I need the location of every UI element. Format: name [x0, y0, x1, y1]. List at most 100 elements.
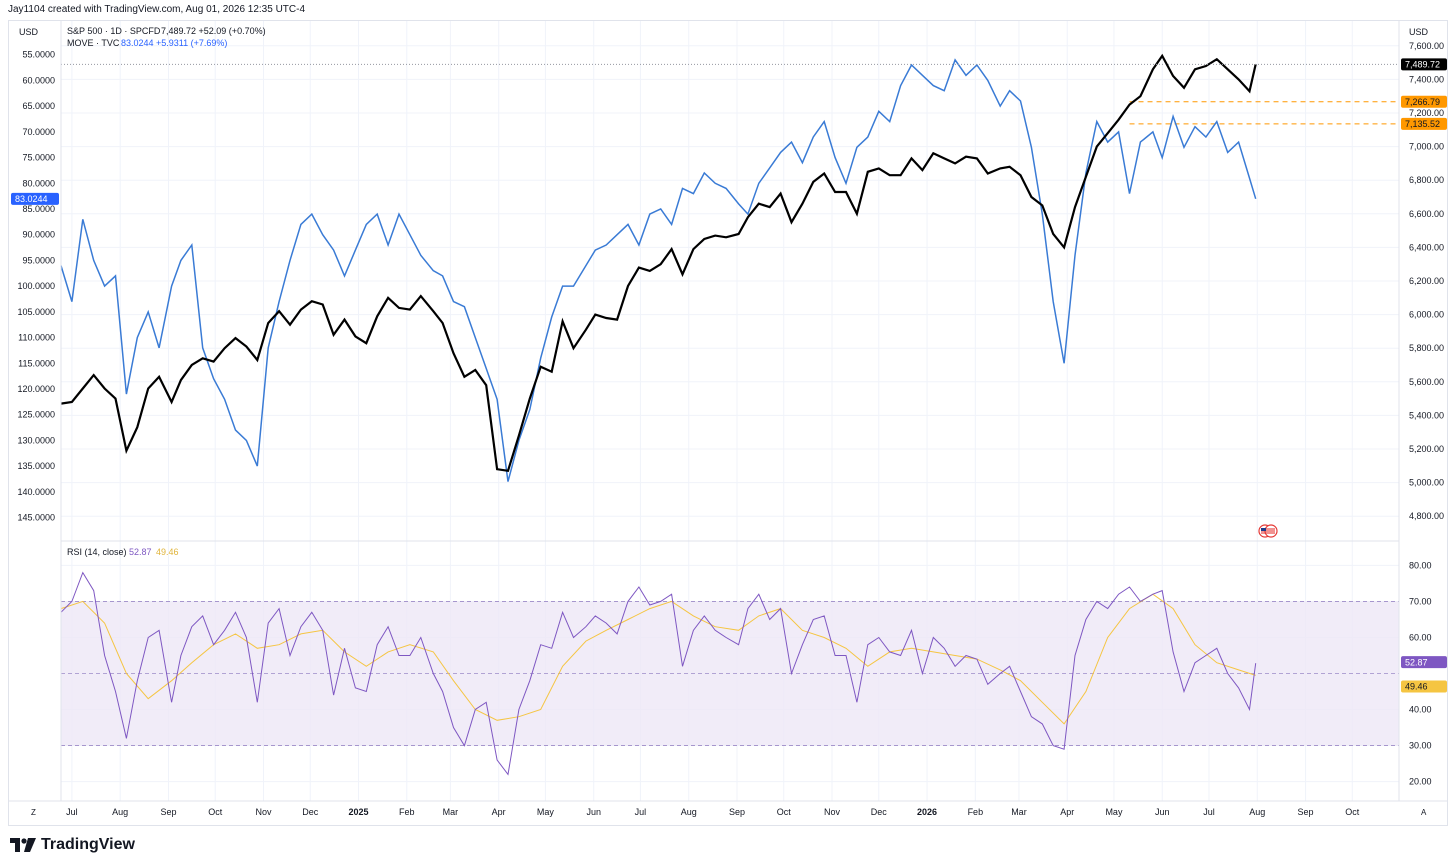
time-tick-label: 2025 [348, 807, 368, 817]
time-tick-label: May [1105, 807, 1123, 817]
right-axis-ticks: 7,600.00 7,400.00 7,200.00 7,000.00 6,800.00… [1409, 41, 1444, 521]
currency-label-right[interactable]: USD [1409, 27, 1429, 37]
left-tick-label: 75.0000 [22, 153, 55, 163]
right-tick-label: 6,600.00 [1409, 209, 1444, 219]
auto-scale-button[interactable]: A [1421, 808, 1427, 817]
time-tick-label: Jun [586, 807, 601, 817]
legend-rsi-name[interactable]: RSI (14, close) [67, 547, 127, 557]
last-price-badge: 7,489.72 [1401, 58, 1447, 71]
time-tick-label: Sep [729, 807, 745, 817]
right-tick-label: 6,800.00 [1409, 175, 1444, 185]
right-tick-label: 7,000.00 [1409, 142, 1444, 152]
rsi-tick-label: 30.00 [1409, 741, 1432, 751]
left-tick-label: 130.0000 [17, 435, 55, 445]
right-tick-label: 4,800.00 [1409, 511, 1444, 521]
rsi-line[interactable] [60, 571, 1257, 776]
level-1-badge: 7,266.79 [1401, 95, 1447, 108]
timezone-button[interactable]: Z [31, 808, 36, 817]
left-tick-label: 70.0000 [22, 127, 55, 137]
right-tick-label: 6,400.00 [1409, 242, 1444, 252]
rsi-tick-label: 60.00 [1409, 632, 1432, 642]
time-tick-label: Jun [1155, 807, 1170, 817]
svg-text:52.87: 52.87 [1405, 657, 1428, 667]
time-tick-label: Feb [968, 807, 984, 817]
rsi-ma-badge: 49.46 [1401, 680, 1447, 693]
legend[interactable]: S&P 500 · 1D · SPCFD 7,489.72 +52.09 (+0… [67, 26, 266, 557]
right-tick-label: 5,400.00 [1409, 410, 1444, 420]
time-tick-label: Sep [1298, 807, 1314, 817]
right-tick-label: 5,800.00 [1409, 343, 1444, 353]
time-tick-label: Nov [255, 807, 272, 817]
currency-label-left[interactable]: USD [19, 27, 39, 37]
rsi-tick-label: 20.00 [1409, 777, 1432, 787]
rsi-value-badge: 52.87 [1401, 656, 1447, 669]
move-last-badge: 83.0244 [11, 192, 59, 205]
time-tick-label: Mar [1011, 807, 1027, 817]
left-tick-label: 60.0000 [22, 75, 55, 85]
time-tick-label: Oct [1345, 807, 1360, 817]
left-tick-label: 135.0000 [17, 461, 55, 471]
svg-text:83.0244: 83.0244 [15, 194, 48, 204]
left-tick-label: 110.0000 [18, 333, 55, 343]
tradingview-brand: TradingView [41, 836, 135, 853]
right-tick-label: 7,600.00 [1409, 41, 1444, 51]
time-tick-label: 2026 [917, 807, 937, 817]
spx-series-line[interactable] [60, 53, 1257, 473]
time-tick-label: Jul [1203, 807, 1215, 817]
time-tick-label: Jul [66, 807, 78, 817]
tradingview-logo-icon [10, 838, 36, 852]
left-tick-label: 105.0000 [17, 307, 55, 317]
rsi-tick-label: 40.00 [1409, 705, 1432, 715]
left-tick-label: 55.0000 [22, 50, 55, 60]
economic-events-icon[interactable] [1258, 524, 1278, 538]
rsi-tick-label: 70.00 [1409, 596, 1432, 606]
level-2-badge: 7,135.52 [1401, 117, 1447, 130]
legend-rsi-value: 52.87 [129, 547, 152, 557]
left-tick-label: 140.0000 [17, 487, 55, 497]
right-tick-label: 5,200.00 [1409, 444, 1444, 454]
left-tick-label: 95.0000 [22, 255, 55, 265]
move-series-line[interactable] [60, 58, 1257, 482]
time-tick-label: Oct [777, 807, 792, 817]
right-tick-label: 5,600.00 [1409, 377, 1444, 387]
rsi-ma-line[interactable] [60, 593, 1256, 725]
left-tick-label: 125.0000 [17, 410, 55, 420]
left-tick-label: 65.0000 [22, 101, 55, 111]
svg-text:7,489.72: 7,489.72 [1405, 60, 1440, 70]
right-tick-label: 6,200.00 [1409, 276, 1444, 286]
time-tick-label: Mar [443, 807, 459, 817]
rsi-axis-ticks: 80.00 70.00 60.00 40.00 30.00 20.00 [1409, 560, 1432, 786]
left-tick-label: 115.0000 [18, 358, 55, 368]
right-tick-label: 5,000.00 [1409, 478, 1444, 488]
right-tick-label: 6,000.00 [1409, 310, 1444, 320]
legend-rsi-ma-value: 49.46 [156, 547, 179, 557]
svg-text:49.46: 49.46 [1405, 682, 1428, 692]
left-tick-label: 120.0000 [17, 384, 55, 394]
legend-move-values: 83.0244 +5.9311 (+7.69%) [121, 38, 227, 48]
time-tick-label: Nov [824, 807, 841, 817]
left-tick-label: 145.0000 [17, 513, 55, 523]
time-tick-label: Dec [871, 807, 888, 817]
left-tick-label: 100.0000 [17, 281, 55, 291]
time-axis-ticks: Jul Aug Sep Oct Nov Dec 2025 Feb Mar Apr May Jun Jul… [66, 807, 1360, 817]
time-tick-label: Oct [208, 807, 223, 817]
time-tick-label: Jul [635, 807, 647, 817]
time-tick-label: Dec [302, 807, 319, 817]
legend-move-name[interactable]: MOVE · TVC [67, 38, 120, 48]
legend-spx-name[interactable]: S&P 500 · 1D · SPCFD [67, 26, 161, 36]
time-tick-label: Sep [160, 807, 176, 817]
left-tick-label: 90.0000 [22, 230, 55, 240]
chart-frame[interactable]: 55.0000 60.0000 65.0000 70.0000 75.0000 80.00… [8, 20, 1448, 826]
time-tick-label: Apr [492, 807, 506, 817]
time-tick-label: Aug [681, 807, 697, 817]
svg-text:7,135.52: 7,135.52 [1405, 119, 1440, 129]
tradingview-logo[interactable]: TradingView [10, 834, 135, 856]
svg-text:7,266.79: 7,266.79 [1405, 97, 1440, 107]
rsi-tick-label: 80.00 [1409, 560, 1432, 570]
chart-canvas[interactable]: 55.0000 60.0000 65.0000 70.0000 75.0000 80.00… [9, 21, 1447, 825]
created-by-line: Jay1104 created with TradingView.com, Au… [8, 4, 306, 15]
time-tick-label: Aug [112, 807, 128, 817]
right-tick-label: 7,400.00 [1409, 74, 1444, 84]
legend-spx-values: 7,489.72 +52.09 (+0.70%) [161, 26, 266, 36]
time-tick-label: May [537, 807, 555, 817]
